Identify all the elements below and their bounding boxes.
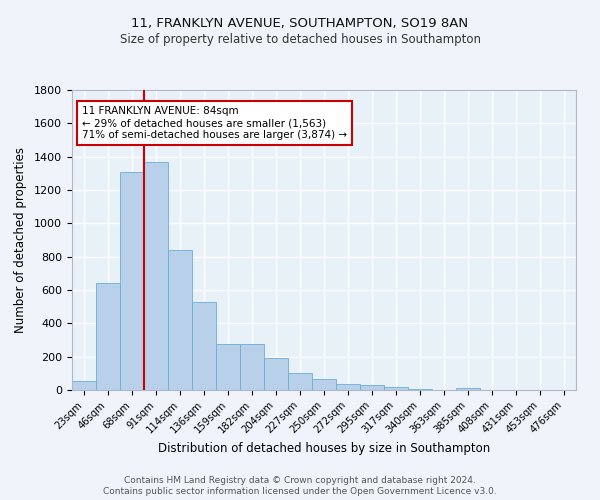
Bar (192, 302, 216, 390)
Bar (360, 385, 384, 390)
Bar (408, 389, 432, 390)
Text: 11 FRANKLYN AVENUE: 84sqm
← 29% of detached houses are smaller (1,563)
71% of se: 11 FRANKLYN AVENUE: 84sqm ← 29% of detac… (82, 106, 347, 140)
Bar (168, 250, 192, 390)
Text: Contains public sector information licensed under the Open Government Licence v3: Contains public sector information licen… (103, 488, 497, 496)
Bar (456, 388, 480, 390)
Bar (336, 384, 360, 390)
Bar (216, 344, 240, 390)
Bar (384, 387, 408, 390)
Text: Size of property relative to detached houses in Southampton: Size of property relative to detached ho… (119, 32, 481, 46)
Bar (312, 379, 336, 390)
Y-axis label: Number of detached properties: Number of detached properties (14, 147, 27, 333)
Bar (288, 372, 312, 390)
Bar (144, 162, 168, 390)
Bar (240, 344, 264, 390)
Bar (96, 282, 120, 390)
Bar (72, 381, 96, 390)
Text: 11, FRANKLYN AVENUE, SOUTHAMPTON, SO19 8AN: 11, FRANKLYN AVENUE, SOUTHAMPTON, SO19 8… (131, 18, 469, 30)
Bar (264, 358, 288, 390)
X-axis label: Distribution of detached houses by size in Southampton: Distribution of detached houses by size … (158, 442, 490, 456)
Text: Contains HM Land Registry data © Crown copyright and database right 2024.: Contains HM Land Registry data © Crown c… (124, 476, 476, 485)
Bar (120, 172, 144, 390)
